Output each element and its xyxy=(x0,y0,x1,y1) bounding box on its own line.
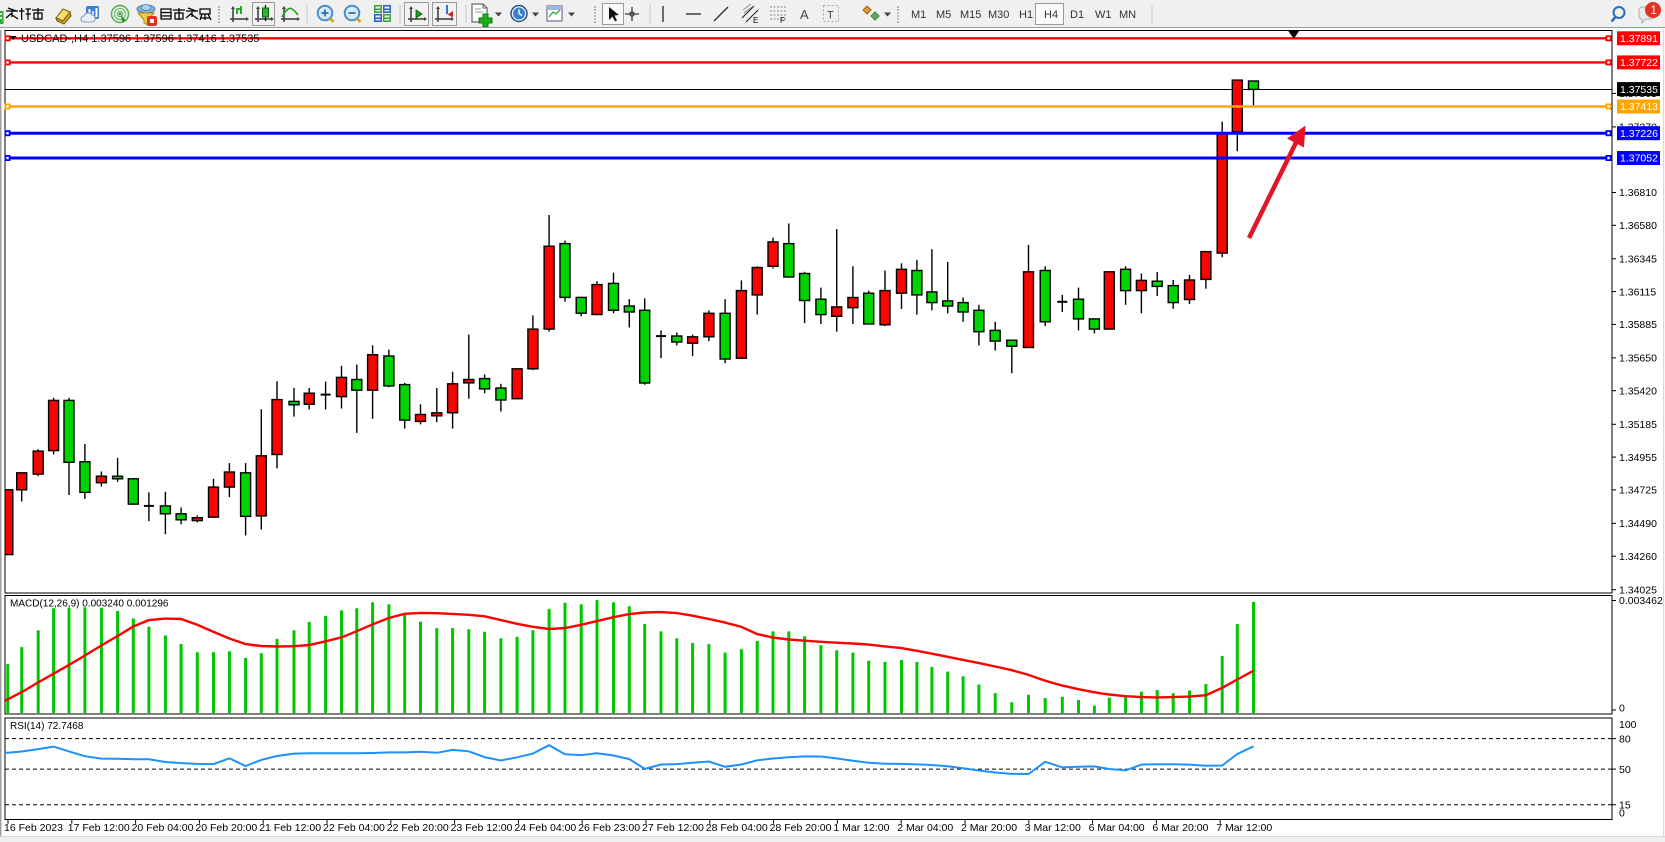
svg-text:1.36345: 1.36345 xyxy=(1619,254,1657,266)
svg-text:1: 1 xyxy=(1651,5,1657,17)
svg-text:80: 80 xyxy=(1619,733,1631,745)
svg-text:0: 0 xyxy=(1619,703,1625,715)
svg-text:26 Feb 23:00: 26 Feb 23:00 xyxy=(578,822,640,834)
svg-text:MACD(12,26,9) 0.003240 0.00129: MACD(12,26,9) 0.003240 0.001296 xyxy=(10,599,169,610)
svg-text:1.34490: 1.34490 xyxy=(1619,518,1657,530)
svg-text:15: 15 xyxy=(1619,799,1631,811)
svg-text:H1: H1 xyxy=(1019,9,1033,21)
svg-text:2 Mar 04:00: 2 Mar 04:00 xyxy=(897,822,953,834)
svg-text:M15: M15 xyxy=(960,9,981,21)
svg-text:28 Feb 20:00: 28 Feb 20:00 xyxy=(770,822,832,834)
svg-text:M5: M5 xyxy=(936,9,951,21)
svg-text:28 Feb 04:00: 28 Feb 04:00 xyxy=(706,822,768,834)
svg-text:0.003462: 0.003462 xyxy=(1619,595,1663,607)
svg-text:USDCAD-,H4 1.37596 1.37596 1.: USDCAD-,H4 1.37596 1.37596 1.37416 1.375… xyxy=(21,33,260,45)
svg-text:1.34725: 1.34725 xyxy=(1619,485,1657,497)
svg-text:20 Feb 04:00: 20 Feb 04:00 xyxy=(132,822,194,834)
svg-text:22 Feb 20:00: 22 Feb 20:00 xyxy=(387,822,449,834)
svg-text:6 Mar 20:00: 6 Mar 20:00 xyxy=(1152,822,1208,834)
svg-text:1.36115: 1.36115 xyxy=(1619,286,1656,298)
svg-text:20 Feb 20:00: 20 Feb 20:00 xyxy=(195,822,257,834)
svg-text:1.35650: 1.35650 xyxy=(1619,353,1657,365)
svg-text:24 Feb 04:00: 24 Feb 04:00 xyxy=(514,822,576,834)
svg-text:1.37413: 1.37413 xyxy=(1620,101,1658,113)
svg-text:M30: M30 xyxy=(988,9,1009,21)
svg-text:7 Mar 12:00: 7 Mar 12:00 xyxy=(1216,822,1272,834)
svg-text:H4: H4 xyxy=(1044,9,1058,21)
svg-text:1.37722: 1.37722 xyxy=(1620,57,1658,69)
svg-text:T: T xyxy=(827,10,834,22)
svg-text:1.37535: 1.37535 xyxy=(1620,84,1658,96)
svg-text:0: 0 xyxy=(1619,807,1625,819)
svg-text:M1: M1 xyxy=(911,9,926,21)
svg-text:21 Feb 12:00: 21 Feb 12:00 xyxy=(259,822,321,834)
svg-text:16 Feb 2023: 16 Feb 2023 xyxy=(4,822,63,834)
svg-text:MN: MN xyxy=(1119,9,1136,21)
svg-text:1.34955: 1.34955 xyxy=(1619,452,1657,464)
svg-text:1.34260: 1.34260 xyxy=(1619,551,1657,563)
svg-text:2 Mar 20:00: 2 Mar 20:00 xyxy=(961,822,1017,834)
svg-text:6 Mar 04:00: 6 Mar 04:00 xyxy=(1089,822,1145,834)
svg-text:1 Mar 12:00: 1 Mar 12:00 xyxy=(833,822,889,834)
svg-text:W1: W1 xyxy=(1095,9,1112,21)
svg-text:RSI(14) 72.7468: RSI(14) 72.7468 xyxy=(10,721,84,732)
svg-text:1.35885: 1.35885 xyxy=(1619,319,1657,331)
svg-text:1.36580: 1.36580 xyxy=(1619,220,1657,232)
svg-text:D1: D1 xyxy=(1070,9,1084,21)
svg-text:E: E xyxy=(753,16,758,25)
svg-text:17 Feb 12:00: 17 Feb 12:00 xyxy=(68,822,130,834)
svg-text:1.37052: 1.37052 xyxy=(1620,153,1658,165)
svg-text:27 Feb 12:00: 27 Feb 12:00 xyxy=(642,822,704,834)
svg-text:1.37226: 1.37226 xyxy=(1620,128,1658,140)
svg-text:1.37891: 1.37891 xyxy=(1620,33,1658,45)
svg-text:22 Feb 04:00: 22 Feb 04:00 xyxy=(323,822,385,834)
svg-text:50: 50 xyxy=(1619,764,1631,776)
svg-text:1.34025: 1.34025 xyxy=(1619,584,1657,596)
svg-text:1.36810: 1.36810 xyxy=(1619,187,1657,199)
svg-text:3 Mar 12:00: 3 Mar 12:00 xyxy=(1025,822,1081,834)
svg-text:F: F xyxy=(780,16,785,25)
svg-text:23 Feb 12:00: 23 Feb 12:00 xyxy=(451,822,513,834)
svg-text:100: 100 xyxy=(1619,719,1637,731)
svg-text:1.35185: 1.35185 xyxy=(1619,419,1657,431)
svg-text:1.35420: 1.35420 xyxy=(1619,385,1657,397)
svg-text:A: A xyxy=(800,7,809,22)
